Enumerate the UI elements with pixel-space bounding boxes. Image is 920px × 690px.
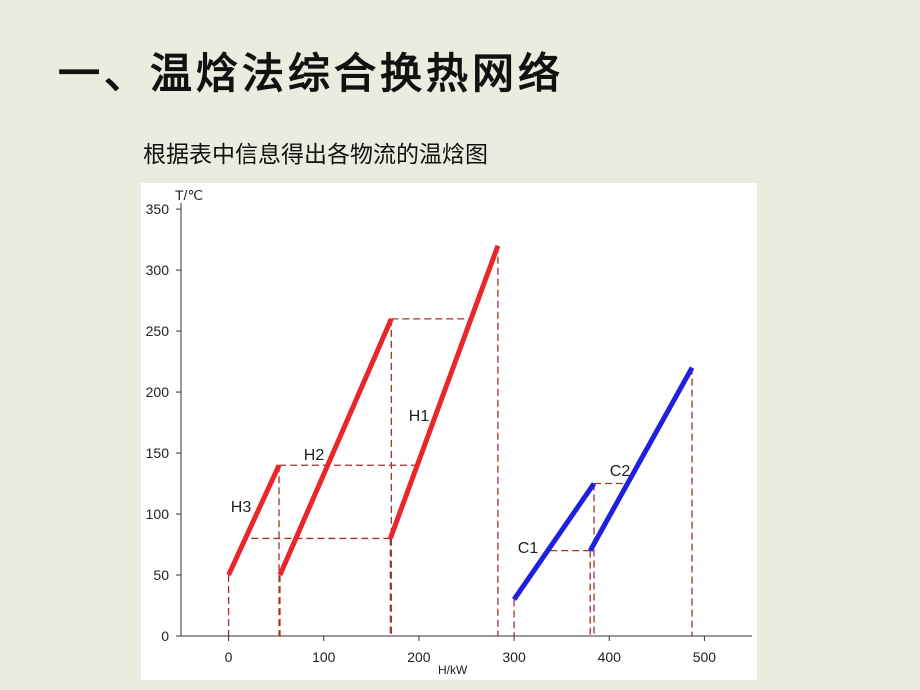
y-tick-label: 150 [146, 445, 170, 461]
series-label: H1 [409, 408, 430, 425]
slide-title: 一、温焓法综合换热网络 [58, 49, 565, 98]
series-label: C2 [610, 463, 631, 480]
x-tick-label: 400 [598, 649, 622, 665]
x-tick-label: 300 [502, 649, 526, 665]
y-axis-label: T/℃ [175, 187, 203, 203]
x-tick-label: 500 [693, 649, 717, 665]
y-tick-label: 0 [161, 628, 169, 644]
plot-background [141, 183, 757, 680]
series-label: C1 [518, 540, 539, 557]
x-tick-label: 200 [407, 649, 431, 665]
series-label: H2 [304, 447, 325, 464]
series-line [226, 464, 282, 577]
y-tick-label: 200 [146, 384, 170, 400]
x-tick-label: 0 [225, 649, 233, 665]
series-line [588, 366, 695, 552]
y-tick-label: 300 [146, 262, 170, 278]
series-line [388, 244, 501, 540]
slide-subtitle: 根据表中信息得出各物流的温焓图 [143, 142, 488, 168]
x-axis-label: H/kW [438, 663, 468, 677]
series-line [277, 317, 394, 577]
y-tick-label: 100 [146, 506, 170, 522]
x-tick-label: 100 [312, 649, 336, 665]
series-line [512, 482, 597, 601]
y-tick-label: 50 [153, 567, 169, 583]
series-label: H3 [231, 499, 252, 516]
y-tick-label: 350 [146, 201, 170, 217]
y-tick-label: 250 [146, 323, 170, 339]
